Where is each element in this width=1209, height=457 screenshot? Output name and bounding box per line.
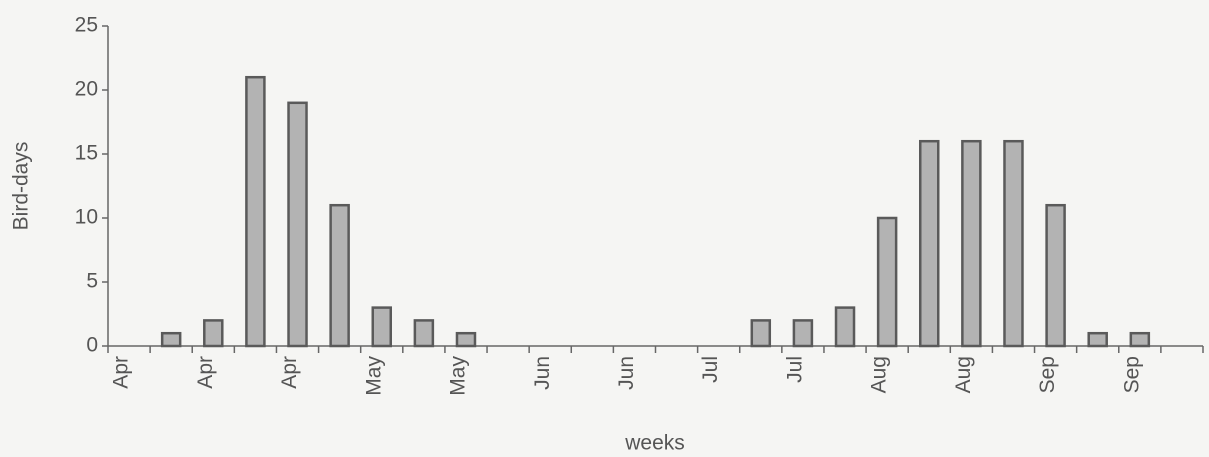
x-tick-label: Jun <box>531 356 554 390</box>
y-tick-label: 20 <box>75 78 98 101</box>
y-tick-label: 25 <box>75 14 98 37</box>
bar <box>1087 331 1108 348</box>
bar <box>160 331 182 348</box>
x-tick-label: Apr <box>194 356 217 389</box>
x-tick-label: Jul <box>699 356 722 383</box>
bar <box>919 139 940 348</box>
bar <box>287 101 308 348</box>
x-tick-label: Aug <box>868 356 891 393</box>
bar <box>455 331 477 348</box>
y-axis-label: Bird-days <box>10 142 33 231</box>
bar <box>245 75 266 348</box>
bar <box>961 139 982 348</box>
bar <box>1045 203 1066 348</box>
bar <box>413 319 435 348</box>
bar <box>792 319 814 348</box>
bar <box>1129 331 1151 348</box>
bar <box>1003 139 1024 348</box>
x-axis-label: weeks <box>624 432 685 455</box>
bar <box>834 306 856 348</box>
x-tick-label: Apr <box>278 356 301 389</box>
x-tick-label: Aug <box>952 356 975 393</box>
x-tick-label: May <box>447 356 470 396</box>
bar <box>876 216 898 348</box>
bar <box>371 306 392 348</box>
y-tick-label: 0 <box>86 334 98 357</box>
bar <box>329 203 350 348</box>
bar <box>203 319 224 348</box>
x-tick-label: Jul <box>783 356 806 383</box>
x-tick-label: Sep <box>1036 356 1059 393</box>
x-tick-label: Jun <box>615 356 638 390</box>
y-tick-label: 10 <box>75 206 98 229</box>
x-tick-label: Apr <box>110 356 133 389</box>
bar <box>750 319 772 348</box>
y-tick-label: 15 <box>75 142 98 165</box>
y-tick-label: 5 <box>86 270 98 293</box>
x-tick-label: Sep <box>1120 356 1143 393</box>
x-tick-label: May <box>362 356 385 396</box>
